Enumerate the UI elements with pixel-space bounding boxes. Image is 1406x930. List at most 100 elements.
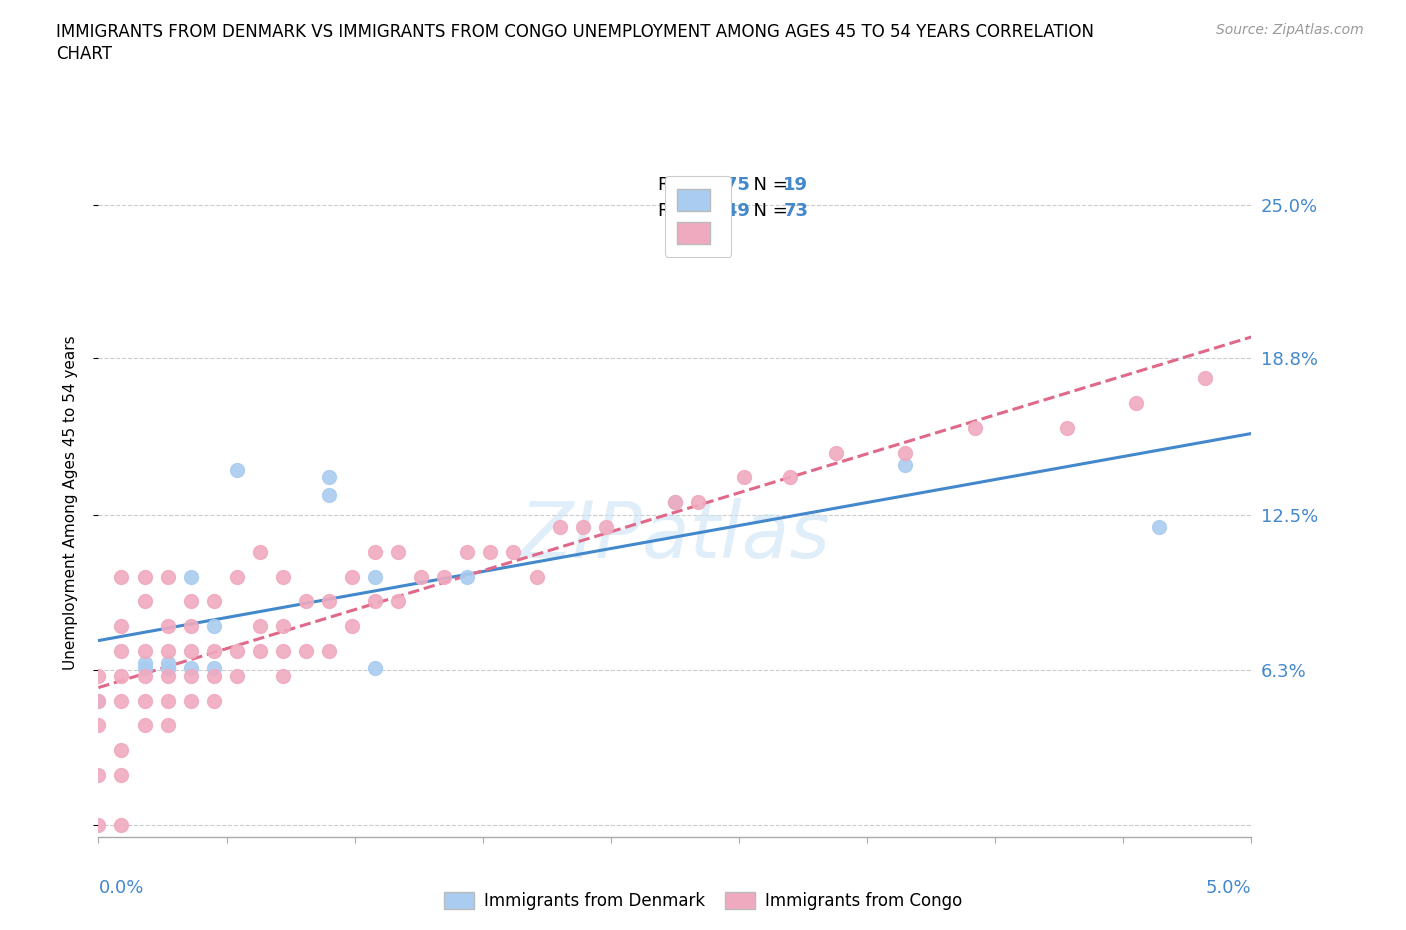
Point (180, 693, 202, 708)
Point (156, 569, 179, 584)
Point (1125, 395, 1147, 410)
Point (456, 569, 478, 584)
Point (364, 661, 387, 676)
Text: Source: ZipAtlas.com: Source: ZipAtlas.com (1216, 23, 1364, 37)
Point (271, 644, 294, 658)
Point (225, 644, 247, 658)
Point (526, 569, 548, 584)
Text: R =: R = (658, 176, 696, 193)
Point (894, 445, 917, 460)
Point (156, 661, 179, 676)
Point (894, 458, 917, 472)
Point (686, 495, 709, 510)
Point (180, 644, 202, 658)
Point (295, 644, 318, 658)
Point (225, 462, 247, 477)
Point (202, 618, 225, 633)
Point (110, 569, 132, 584)
Point (225, 569, 247, 584)
Point (664, 495, 686, 510)
Point (180, 618, 202, 633)
Point (134, 669, 156, 684)
Point (87, 817, 110, 832)
Point (364, 569, 387, 584)
Point (180, 569, 202, 584)
Point (318, 644, 340, 658)
Point (110, 693, 132, 708)
Point (271, 669, 294, 684)
Point (340, 569, 363, 584)
Point (110, 743, 132, 758)
Point (1147, 520, 1170, 535)
Point (340, 618, 363, 633)
Text: 5.0%: 5.0% (1206, 879, 1251, 897)
Point (156, 644, 179, 658)
Point (134, 594, 156, 609)
Point (156, 656, 179, 671)
Text: 0.0%: 0.0% (98, 879, 143, 897)
Point (180, 594, 202, 609)
Point (411, 569, 433, 584)
Text: ZIPatlas: ZIPatlas (519, 498, 831, 574)
Point (156, 669, 179, 684)
Point (202, 661, 225, 676)
Point (295, 594, 318, 609)
Point (202, 644, 225, 658)
Legend: Immigrants from Denmark, Immigrants from Congo: Immigrants from Denmark, Immigrants from… (437, 885, 969, 917)
Point (156, 661, 179, 676)
Point (87, 693, 110, 708)
Y-axis label: Unemployment Among Ages 45 to 54 years: Unemployment Among Ages 45 to 54 years (63, 335, 77, 670)
Text: 0.175: 0.175 (693, 176, 751, 193)
Point (202, 594, 225, 609)
Point (134, 656, 156, 671)
Point (456, 544, 478, 559)
Point (548, 520, 571, 535)
Point (110, 669, 132, 684)
Point (202, 669, 225, 684)
Point (225, 669, 247, 684)
Point (134, 644, 156, 658)
Point (1056, 420, 1078, 435)
Text: R =: R = (658, 202, 696, 219)
Point (249, 644, 271, 658)
Text: 73: 73 (783, 202, 808, 219)
Point (110, 644, 132, 658)
Point (110, 767, 132, 782)
Point (733, 470, 755, 485)
Point (779, 470, 801, 485)
Text: 19: 19 (783, 176, 808, 193)
Text: IMMIGRANTS FROM DENMARK VS IMMIGRANTS FROM CONGO UNEMPLOYMENT AMONG AGES 45 TO 5: IMMIGRANTS FROM DENMARK VS IMMIGRANTS FR… (56, 23, 1094, 41)
Point (271, 618, 294, 633)
Point (595, 520, 617, 535)
Point (249, 618, 271, 633)
Point (249, 544, 271, 559)
Point (364, 594, 387, 609)
Point (825, 445, 848, 460)
Point (387, 594, 409, 609)
Point (156, 718, 179, 733)
Text: N =: N = (742, 176, 793, 193)
Text: N =: N = (742, 202, 793, 219)
Legend: , : , (665, 177, 731, 257)
Point (318, 470, 340, 485)
Point (202, 693, 225, 708)
Point (156, 618, 179, 633)
Point (318, 487, 340, 502)
Point (87, 767, 110, 782)
Point (156, 693, 179, 708)
Point (134, 693, 156, 708)
Point (87, 718, 110, 733)
Point (1194, 371, 1216, 386)
Point (318, 594, 340, 609)
Point (87, 669, 110, 684)
Point (180, 661, 202, 676)
Point (87, 693, 110, 708)
Text: CHART: CHART (56, 45, 112, 62)
Point (433, 569, 456, 584)
Point (364, 544, 387, 559)
Point (664, 495, 686, 510)
Point (271, 569, 294, 584)
Point (571, 520, 593, 535)
Point (110, 618, 132, 633)
Point (387, 544, 409, 559)
